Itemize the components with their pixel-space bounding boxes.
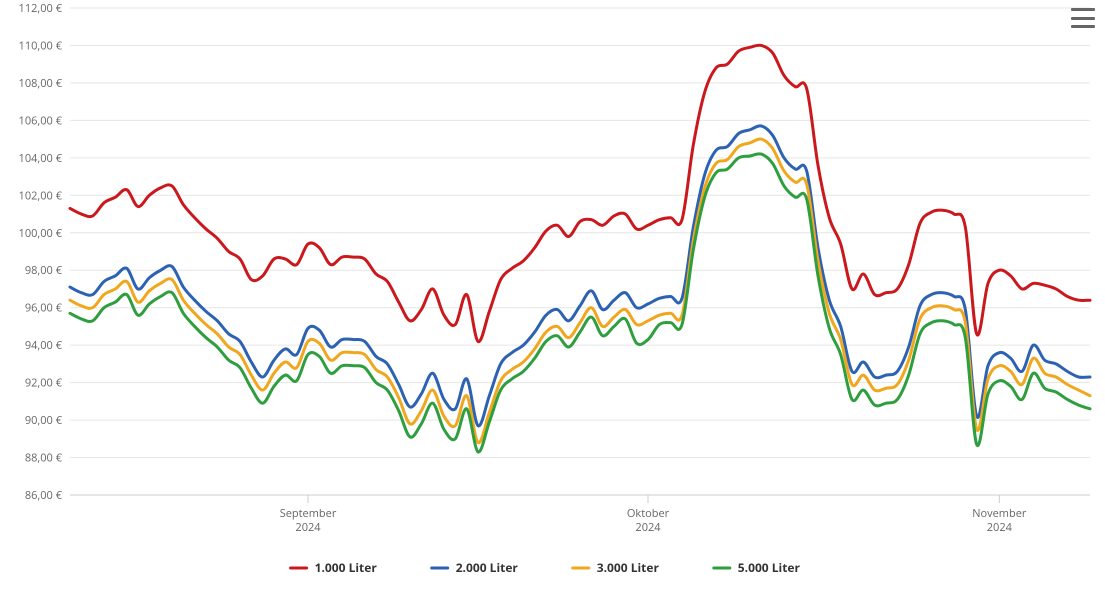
y-axis-tick-label: 98,00 €	[25, 263, 63, 278]
y-axis-tick-label: 86,00 €	[25, 488, 63, 503]
price-chart: 86,00 € 88,00 € 90,00 € 92,00 € 94,00 € 96,00…	[0, 0, 1105, 602]
y-axis-tick-label: 104,00 €	[19, 151, 63, 166]
series-line	[70, 154, 1090, 452]
series-line	[70, 45, 1090, 341]
x-axis-month-label: Oktober	[627, 506, 670, 521]
legend-label: 2.000 Liter	[456, 559, 519, 576]
y-axis-tick-label: 102,00 €	[19, 188, 63, 203]
x-axis-month-label: November	[972, 506, 1027, 521]
y-axis-tick-label: 100,00 €	[19, 226, 63, 241]
x-axis-year-label: 2024	[635, 520, 661, 535]
legend-label: 5.000 Liter	[738, 559, 801, 576]
legend-label: 1.000 Liter	[315, 559, 378, 576]
series-line	[70, 126, 1090, 426]
y-axis-tick-label: 88,00 €	[25, 451, 63, 466]
y-axis-tick-label: 110,00 €	[19, 38, 63, 53]
hamburger-menu-icon[interactable]	[1071, 6, 1095, 30]
y-axis-tick-label: 96,00 €	[25, 301, 63, 316]
y-axis-tick-label: 94,00 €	[25, 338, 63, 353]
x-axis-year-label: 2024	[295, 520, 321, 535]
x-axis-month-label: September	[280, 506, 337, 521]
y-axis-tick-label: 90,00 €	[25, 413, 63, 428]
legend-item[interactable]: 3.000 Liter	[573, 559, 660, 576]
x-axis-year-label: 2024	[987, 520, 1013, 535]
y-axis-tick-label: 106,00 €	[19, 113, 63, 128]
series-line	[70, 139, 1090, 443]
y-axis-tick-label: 112,00 €	[19, 1, 63, 16]
y-axis-tick-label: 108,00 €	[19, 76, 63, 91]
legend-item[interactable]: 5.000 Liter	[714, 559, 801, 576]
chart-svg: 86,00 € 88,00 € 90,00 € 92,00 € 94,00 € 96,00…	[0, 0, 1105, 602]
legend-label: 3.000 Liter	[597, 559, 660, 576]
legend-item[interactable]: 2.000 Liter	[432, 559, 519, 576]
legend-item[interactable]: 1.000 Liter	[291, 559, 378, 576]
y-axis-tick-label: 92,00 €	[25, 376, 63, 391]
